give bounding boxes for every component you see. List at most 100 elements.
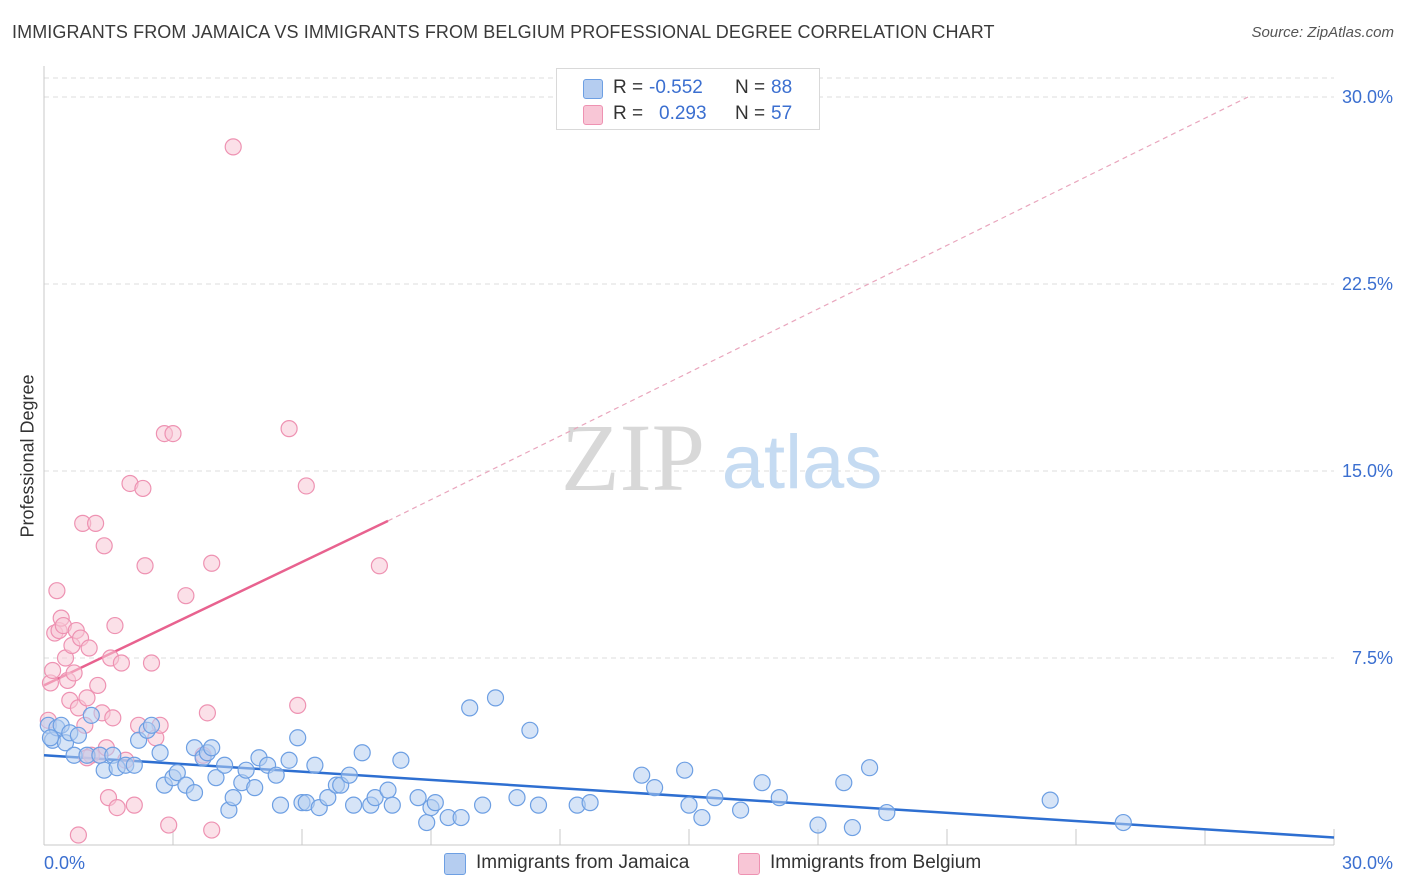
belgium-point	[80, 639, 98, 657]
belgium-point	[69, 826, 88, 844]
legend-r-label: R =	[613, 103, 644, 124]
jamaica-point	[581, 794, 599, 812]
bottom-legend-jamaica: Immigrants from Jamaica	[444, 850, 714, 878]
belgium-point	[160, 816, 178, 834]
belgium-point	[134, 479, 152, 498]
jamaica-point	[461, 699, 479, 717]
jamaica-point	[125, 756, 143, 774]
y-axis-title: Professional Degree	[17, 374, 38, 538]
points-jamaica	[39, 689, 1132, 837]
belgium-point	[95, 537, 113, 555]
belgium-point	[280, 420, 298, 438]
trendline-belgium-extension	[387, 96, 1249, 522]
belgium-point	[86, 514, 105, 532]
jamaica-point	[289, 729, 307, 747]
jamaica-point	[41, 729, 60, 747]
jamaica-point	[706, 789, 724, 807]
bottom-legend-label-jamaica: Immigrants from Jamaica	[476, 852, 690, 873]
jamaica-point	[521, 721, 539, 739]
jamaica-point	[353, 744, 371, 762]
y-tick-labels: 7.5% 15.0% 22.5% 30.0%	[1342, 87, 1393, 668]
jamaica-point	[379, 781, 397, 799]
belgium-point	[136, 557, 154, 575]
jamaica-point	[383, 796, 401, 814]
legend-row-jamaica: R = -0.552 N = 88	[583, 77, 813, 101]
jamaica-point	[753, 774, 771, 792]
x-tick-label: 0.0%	[44, 853, 85, 873]
jamaica-point	[474, 796, 492, 814]
jamaica-point	[246, 779, 264, 797]
jamaica-point	[860, 759, 879, 777]
y-tick-label: 7.5%	[1352, 648, 1393, 668]
jamaica-point	[207, 769, 225, 787]
belgium-point	[48, 582, 66, 600]
bottom-legend-label-belgium: Immigrants from Belgium	[770, 852, 982, 873]
trendline-belgium	[43, 519, 389, 687]
jamaica-point	[452, 808, 470, 827]
belgium-point	[89, 676, 107, 695]
jamaica-point	[280, 751, 298, 769]
jamaica-point	[409, 789, 427, 807]
jamaica-point	[69, 726, 88, 744]
legend-r-value-belgium: 0.293	[659, 103, 707, 124]
jamaica-point	[151, 744, 169, 762]
belgium-point	[203, 554, 221, 572]
jamaica-point	[843, 818, 862, 837]
belgium-point	[198, 704, 216, 722]
jamaica-point	[809, 816, 827, 834]
belgium-point	[104, 709, 122, 727]
belgium-point	[224, 138, 242, 156]
legend-n-value-belgium: 57	[771, 103, 793, 124]
belgium-point	[112, 654, 131, 672]
jamaica-point	[306, 756, 324, 774]
jamaica-point	[731, 801, 750, 819]
jamaica-point	[392, 751, 410, 769]
y-tick-label: 22.5%	[1342, 274, 1393, 294]
jamaica-point	[168, 764, 186, 782]
belgium-point	[289, 696, 307, 714]
belgium-point	[164, 425, 182, 443]
jamaica-point	[224, 789, 242, 807]
jamaica-point	[366, 789, 384, 807]
jamaica-point	[878, 803, 896, 822]
belgium-point	[108, 798, 126, 817]
jamaica-point	[418, 813, 436, 832]
bottom-legend-swatch-belgium	[738, 853, 760, 875]
x-tick-labels: 0.0% 30.0%	[44, 853, 1393, 873]
legend-swatch-jamaica	[583, 79, 603, 99]
y-tick-label: 30.0%	[1342, 87, 1393, 107]
jamaica-point	[142, 716, 161, 734]
belgium-point	[203, 821, 221, 839]
chart-title: IMMIGRANTS FROM JAMAICA VS IMMIGRANTS FR…	[12, 22, 995, 42]
jamaica-point	[676, 761, 694, 779]
jamaica-point	[340, 766, 358, 784]
jamaica-point	[835, 774, 853, 792]
jamaica-point	[426, 794, 444, 812]
jamaica-point	[267, 766, 285, 784]
belgium-point	[125, 796, 143, 814]
points-belgium	[39, 138, 388, 844]
correlation-legend: R = -0.552 N = 88 R = 0.293 N = 57	[556, 68, 820, 130]
jamaica-point	[82, 706, 100, 724]
bottom-legend-belgium: Immigrants from Belgium	[738, 850, 1008, 878]
jamaica-point	[185, 784, 204, 802]
gridlines	[44, 77, 1334, 659]
jamaica-point	[680, 796, 698, 814]
watermark: ZIP atlas	[561, 404, 882, 511]
jamaica-point	[203, 739, 221, 757]
legend-row-belgium: R = 0.293 N = 57	[583, 103, 813, 127]
belgium-point	[297, 477, 315, 495]
source-credit: Source: ZipAtlas.com	[1251, 24, 1394, 41]
jamaica-point	[271, 796, 290, 814]
belgium-point	[177, 587, 195, 605]
jamaica-point	[693, 808, 711, 827]
legend-r-value-jamaica: -0.552	[649, 77, 703, 98]
legend-n-label: N =	[735, 77, 766, 98]
belgium-point	[142, 654, 161, 672]
jamaica-point	[508, 789, 526, 807]
legend-r-label: R =	[613, 77, 644, 98]
jamaica-point	[1114, 813, 1132, 832]
belgium-point	[106, 616, 124, 635]
belgium-point	[65, 664, 83, 682]
